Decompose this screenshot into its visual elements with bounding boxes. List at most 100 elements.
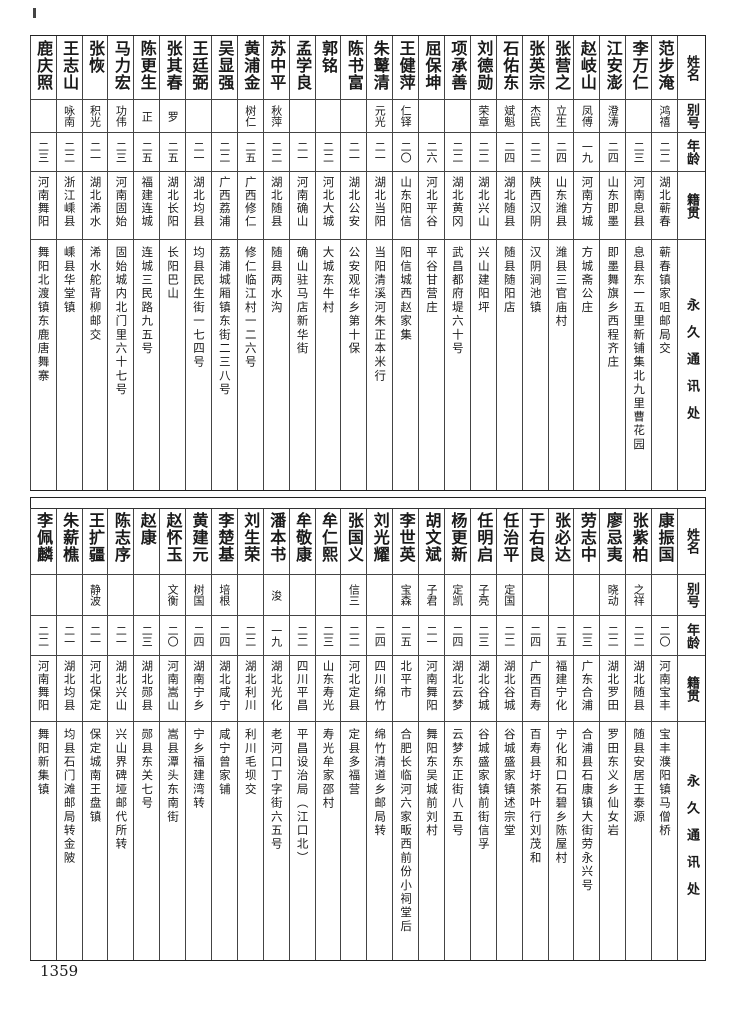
person-hometown: 北平市 [399, 660, 414, 699]
person-hometown: 湖北黄冈 [450, 176, 465, 228]
person-name: 牟仁熙 [318, 512, 338, 563]
person-age: 二四 [192, 624, 206, 647]
person-column: 马力宏 功伟 二三 河南固始 固始城内北门里六十七号 [107, 36, 134, 490]
person-age: 二三 [321, 624, 335, 647]
person-age: 二四 [606, 141, 620, 163]
person-address: 谷城盛家镇前街信孚 [476, 728, 491, 852]
person-address-cell: 兴山建阳坪 [471, 240, 496, 490]
person-hometown: 山东潍县 [554, 176, 569, 228]
person-hometown-cell: 河北大城 [315, 172, 341, 240]
person-alias-cell: 静波 [82, 575, 108, 616]
person-age: 一九 [269, 624, 283, 647]
person-age: 二二 [243, 624, 257, 647]
person-column: 张紫柏 之祥 二二 湖北随县 随县安居王泰源 [625, 508, 652, 960]
person-name: 王志山 [60, 40, 80, 91]
person-name-cell: 陈志序 [108, 508, 134, 575]
person-name: 郭铭 [318, 40, 338, 74]
person-address: 嵩县潭头东南街 [166, 728, 181, 824]
person-address-cell: 嵊县华堂镇 [57, 240, 82, 490]
person-age-cell: 二二 [56, 133, 82, 172]
person-hometown: 山东阳信 [399, 176, 414, 228]
person-hometown-cell: 福建宁化 [548, 656, 574, 722]
person-alias-cell [211, 100, 237, 133]
person-age-cell: 二二 [30, 616, 56, 656]
header-hometown: 籍贯 [684, 192, 699, 219]
person-alias-cell [367, 575, 393, 616]
person-alias-cell: 鸿禧 [652, 100, 677, 133]
person-address-cell: 兴山界碑垭邮代所转 [108, 722, 133, 960]
person-address-cell: 均县民生街一七四号 [186, 240, 211, 490]
header-address: 永久通讯处 [684, 297, 699, 433]
person-name-cell: 赵怀玉 [160, 508, 186, 575]
person-alias-cell [652, 575, 677, 616]
person-age: 二二 [606, 624, 620, 647]
person-age: 二一 [114, 624, 128, 647]
person-address-cell: 浠水舵背柳邮交 [83, 240, 108, 490]
person-hometown: 河南舞阳 [36, 176, 51, 228]
person-hometown-cell: 广东合浦 [574, 656, 600, 722]
person-age: 一九 [580, 141, 594, 163]
person-name-cell: 江安澎 [600, 36, 626, 100]
person-hometown-cell: 河南确山 [289, 172, 315, 240]
person-alias-cell: 宝森 [393, 575, 419, 616]
person-hometown: 河北平谷 [425, 176, 440, 228]
person-name-cell: 潘本书 [263, 508, 289, 575]
person-age: 二五 [166, 141, 180, 163]
person-alias-cell: 正 [134, 100, 160, 133]
person-name: 刘德勋 [474, 40, 494, 91]
person-name-cell: 陈更生 [134, 36, 160, 100]
person-name: 黄浦金 [241, 40, 261, 91]
person-alias-cell: 功伟 [108, 100, 134, 133]
person-column: 王志山 咏南 二二 浙江嵊县 嵊县华堂镇 [55, 36, 82, 490]
person-name-cell: 鹿庆照 [30, 36, 56, 100]
person-age: 二六 [425, 141, 439, 163]
person-address: 老河口丁字街六五号 [269, 728, 284, 852]
person-name: 陈更生 [137, 40, 157, 91]
person-column: 牟敬康 二二 四川平昌 平昌设治局（江口北） [288, 508, 315, 960]
person-age: 二一 [88, 141, 102, 163]
person-name: 孟学良 [293, 40, 313, 91]
person-age: 二四 [502, 141, 516, 163]
person-address-cell: 谷城盛家镇述宗堂 [497, 722, 522, 960]
header-address-cell: 永久通讯处 [678, 722, 705, 960]
person-address-cell: 平谷甘营庄 [419, 240, 444, 490]
person-address: 长阳巴山 [166, 246, 181, 301]
person-age: 二〇 [658, 624, 672, 647]
person-hometown-cell: 河南舞阳 [30, 656, 56, 722]
person-alias-cell: 杰民 [522, 100, 548, 133]
person-hometown-cell: 山东寿光 [315, 656, 341, 722]
person-age-cell: 二二 [315, 133, 341, 172]
person-column: 赵怀玉 文衡 二〇 河南嵩山 嵩县潭头东南街 [159, 508, 186, 960]
person-name-cell: 朱鼙清 [367, 36, 393, 100]
person-alias-cell: 澄涛 [600, 100, 626, 133]
person-age: 二二 [321, 141, 335, 163]
person-column: 张其春罗二五 湖北长阳 长阳巴山 [159, 36, 186, 490]
person-alias: 荣章 [476, 105, 490, 127]
person-alias-cell: 元光 [367, 100, 393, 133]
person-column: 屈保坤 二六 河北平谷 平谷甘营庄 [418, 36, 444, 490]
person-address: 谷城盛家镇述宗堂 [502, 728, 517, 838]
person-name: 朱薪樵 [60, 512, 80, 563]
person-name: 张紫柏 [629, 512, 649, 563]
person-address-cell: 公安观华乡第十保 [341, 240, 366, 490]
person-alias: 树仁 [243, 105, 257, 127]
person-name-cell: 王扩疆 [82, 508, 108, 575]
person-age: 二一 [88, 624, 102, 647]
header-hometown-cell: 籍贯 [678, 172, 705, 240]
person-alias: 咏南 [62, 105, 76, 127]
person-age-cell: 二三 [134, 616, 160, 656]
person-column: 张国义 信三 二二 河北定县 定县多福营 [340, 508, 367, 960]
person-hometown-cell: 河南舞阳 [419, 656, 444, 722]
person-hometown: 福建连城 [140, 176, 155, 228]
person-name: 牟敬康 [293, 512, 313, 563]
person-age-cell: 二二 [652, 133, 677, 172]
person-hometown: 湖北云梦 [450, 660, 465, 712]
person-alias-cell: 晓动 [600, 575, 626, 616]
person-age-cell: 二二 [496, 616, 522, 656]
person-age-cell: 二二 [626, 616, 652, 656]
person-name-cell: 郭铭 [315, 36, 341, 100]
person-address-cell: 平昌设治局（江口北） [290, 722, 315, 960]
person-address-cell: 舞阳东吴城前刘村 [419, 722, 444, 960]
person-column: 廖忌夷 晓动 二二 湖北罗田 罗田东义乡仙女岩 [599, 508, 626, 960]
person-age: 二二 [295, 624, 309, 647]
